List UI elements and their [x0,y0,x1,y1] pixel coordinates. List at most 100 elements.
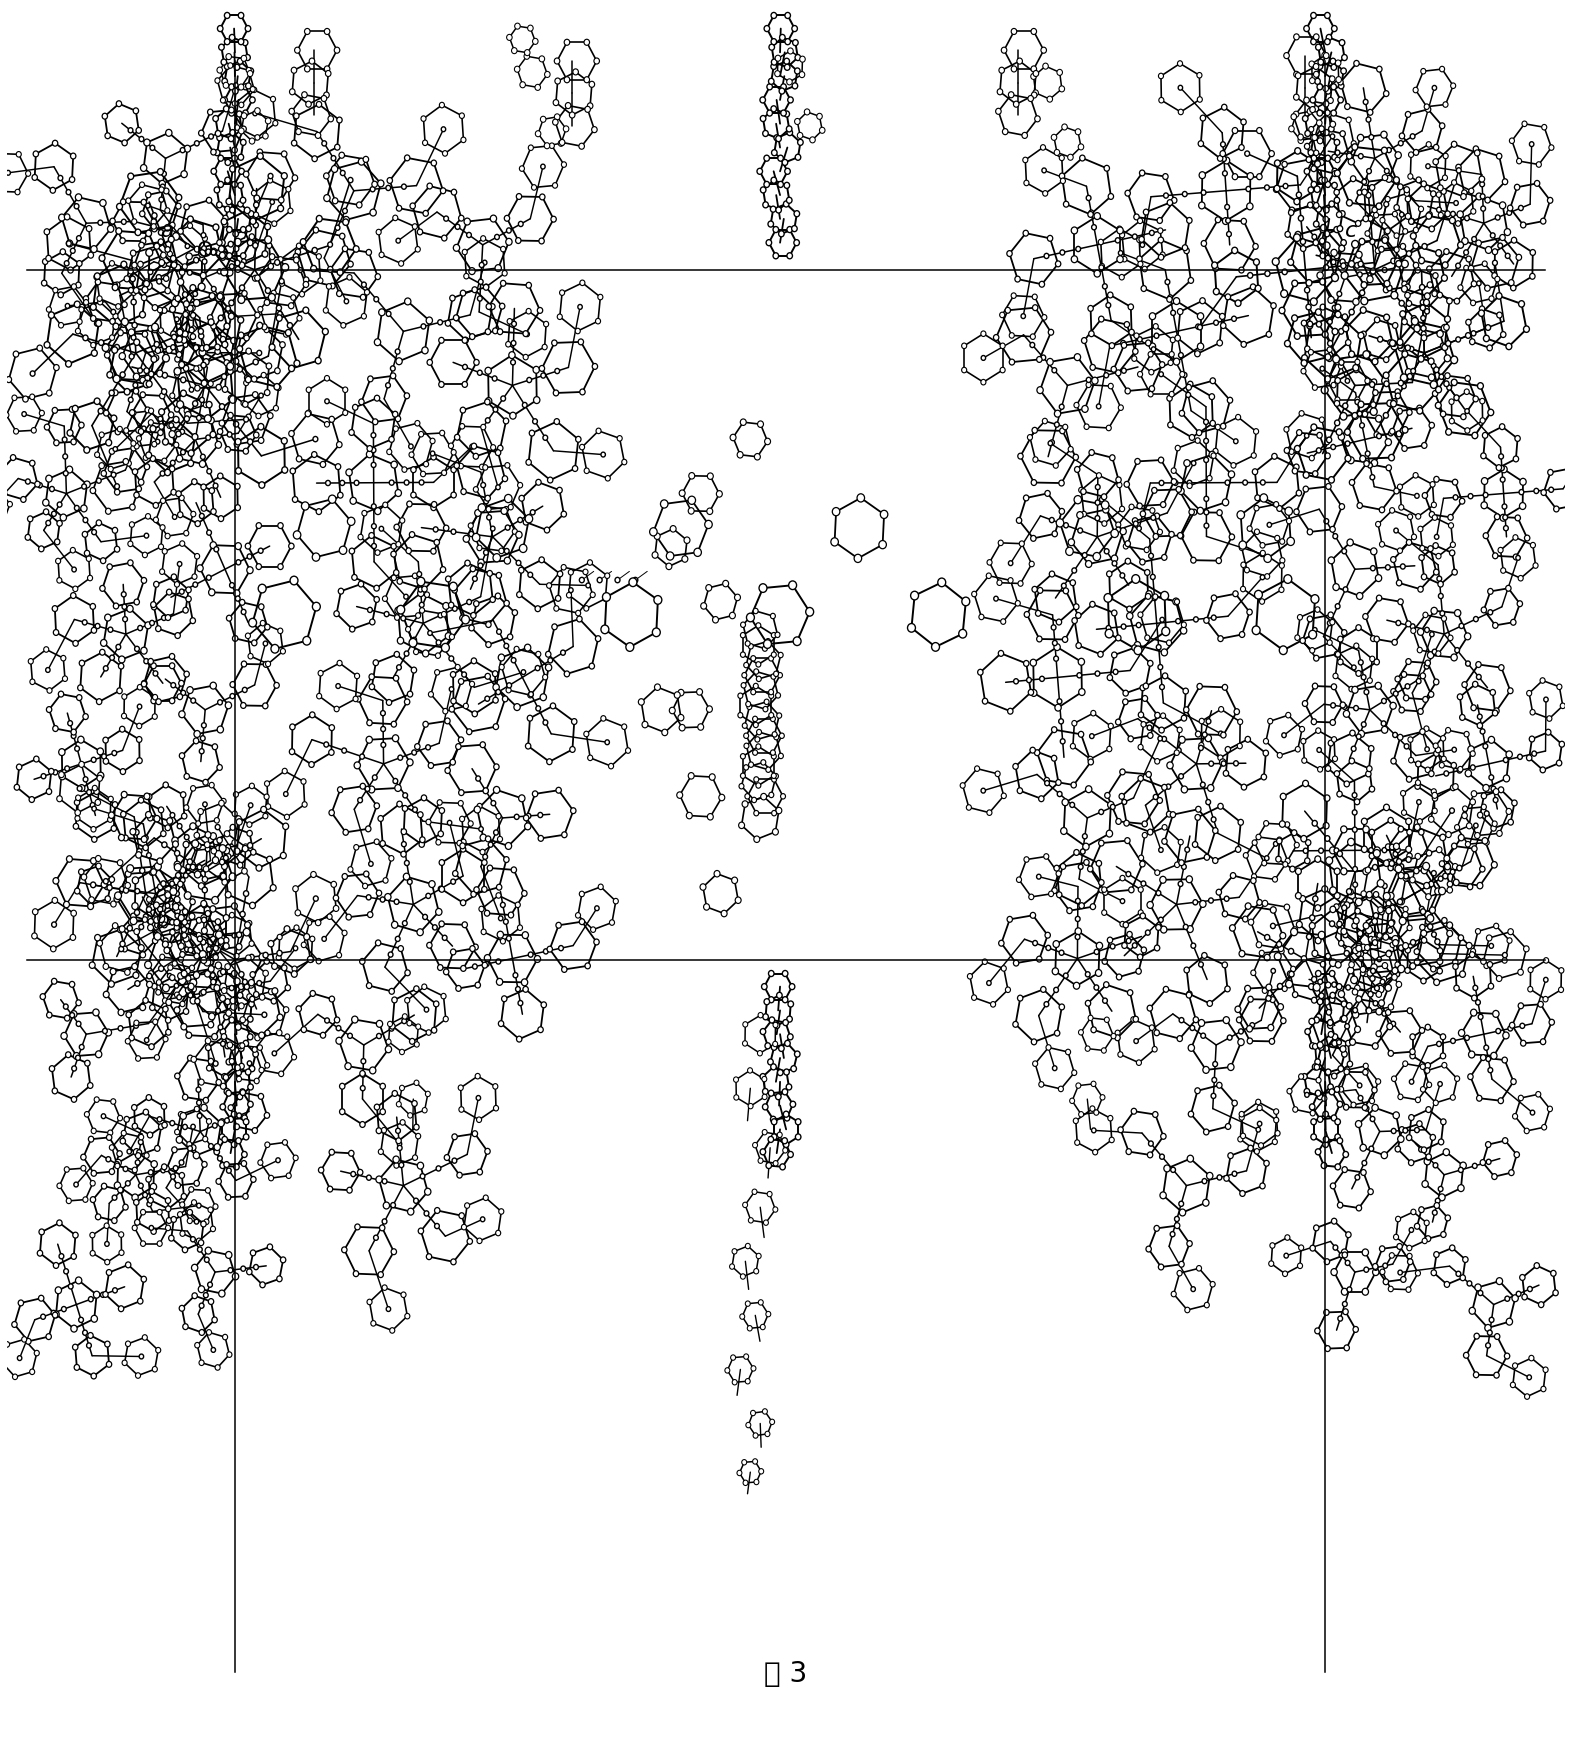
Circle shape [1071,579,1075,586]
Circle shape [335,706,340,712]
Circle shape [198,328,203,335]
Circle shape [1402,286,1407,293]
Circle shape [1503,180,1508,185]
Circle shape [179,269,185,276]
Circle shape [451,671,456,677]
Circle shape [1253,429,1259,434]
Circle shape [250,218,256,225]
Circle shape [259,1032,264,1038]
Circle shape [1401,1277,1405,1282]
Circle shape [226,227,233,232]
Circle shape [253,992,259,998]
Circle shape [1157,528,1162,535]
Circle shape [1011,28,1017,35]
Circle shape [248,211,255,216]
Circle shape [69,406,75,412]
Circle shape [214,818,220,823]
Circle shape [1479,867,1486,872]
Circle shape [1283,862,1287,867]
Circle shape [1418,258,1424,263]
Circle shape [347,867,354,872]
Circle shape [773,1041,778,1046]
Circle shape [343,874,347,879]
Circle shape [1492,821,1497,827]
Circle shape [179,1172,184,1179]
Circle shape [1240,1191,1245,1196]
Circle shape [134,373,140,380]
Circle shape [1336,211,1342,218]
Circle shape [1061,178,1066,183]
Circle shape [231,181,237,187]
Circle shape [497,572,501,579]
Circle shape [278,523,283,528]
Circle shape [340,234,344,239]
Circle shape [1547,1106,1553,1111]
Circle shape [1421,331,1426,337]
Circle shape [64,1167,69,1172]
Circle shape [748,1104,753,1109]
Circle shape [281,152,288,157]
Circle shape [1399,300,1404,305]
Circle shape [1374,213,1379,218]
Circle shape [1342,1308,1349,1315]
Circle shape [174,1128,179,1135]
Circle shape [121,302,127,307]
Circle shape [448,602,454,609]
Circle shape [201,950,206,956]
Circle shape [88,1332,93,1338]
Circle shape [264,1062,270,1067]
Circle shape [1067,446,1074,452]
Circle shape [1159,228,1163,234]
Circle shape [770,178,777,183]
Circle shape [1063,201,1069,208]
Circle shape [137,487,141,492]
Circle shape [1331,305,1338,310]
Circle shape [46,307,52,312]
Circle shape [1420,284,1424,290]
Circle shape [1170,352,1174,358]
Circle shape [1399,133,1405,140]
Circle shape [121,694,127,699]
Circle shape [1023,157,1028,162]
Circle shape [498,1209,505,1214]
Circle shape [1385,844,1391,849]
Circle shape [1342,931,1349,938]
Circle shape [1440,122,1445,129]
Circle shape [1317,1116,1324,1123]
Circle shape [1486,197,1490,202]
Circle shape [1476,1095,1482,1100]
Circle shape [439,382,445,387]
Circle shape [1159,1264,1163,1270]
Circle shape [327,284,332,290]
Circle shape [110,968,116,975]
Circle shape [1317,84,1322,91]
Circle shape [182,841,189,848]
Circle shape [1116,256,1124,263]
Circle shape [479,262,484,267]
Circle shape [1328,739,1333,746]
Circle shape [324,307,329,314]
Circle shape [325,1018,330,1024]
Circle shape [1511,1080,1517,1085]
Circle shape [1204,617,1209,623]
Circle shape [1154,513,1160,520]
Circle shape [1558,987,1564,992]
Circle shape [69,982,75,987]
Circle shape [1352,687,1358,694]
Circle shape [192,1292,198,1299]
Circle shape [1300,638,1305,644]
Circle shape [1358,956,1363,961]
Circle shape [1530,710,1536,715]
Circle shape [245,349,252,354]
Circle shape [241,56,247,61]
Circle shape [248,234,255,239]
Circle shape [393,1156,399,1163]
Circle shape [152,441,157,446]
Circle shape [459,678,464,684]
Circle shape [1223,218,1229,225]
Circle shape [536,651,541,657]
Circle shape [1498,242,1503,248]
Circle shape [462,1224,467,1230]
Circle shape [64,766,69,771]
Circle shape [1264,574,1270,579]
